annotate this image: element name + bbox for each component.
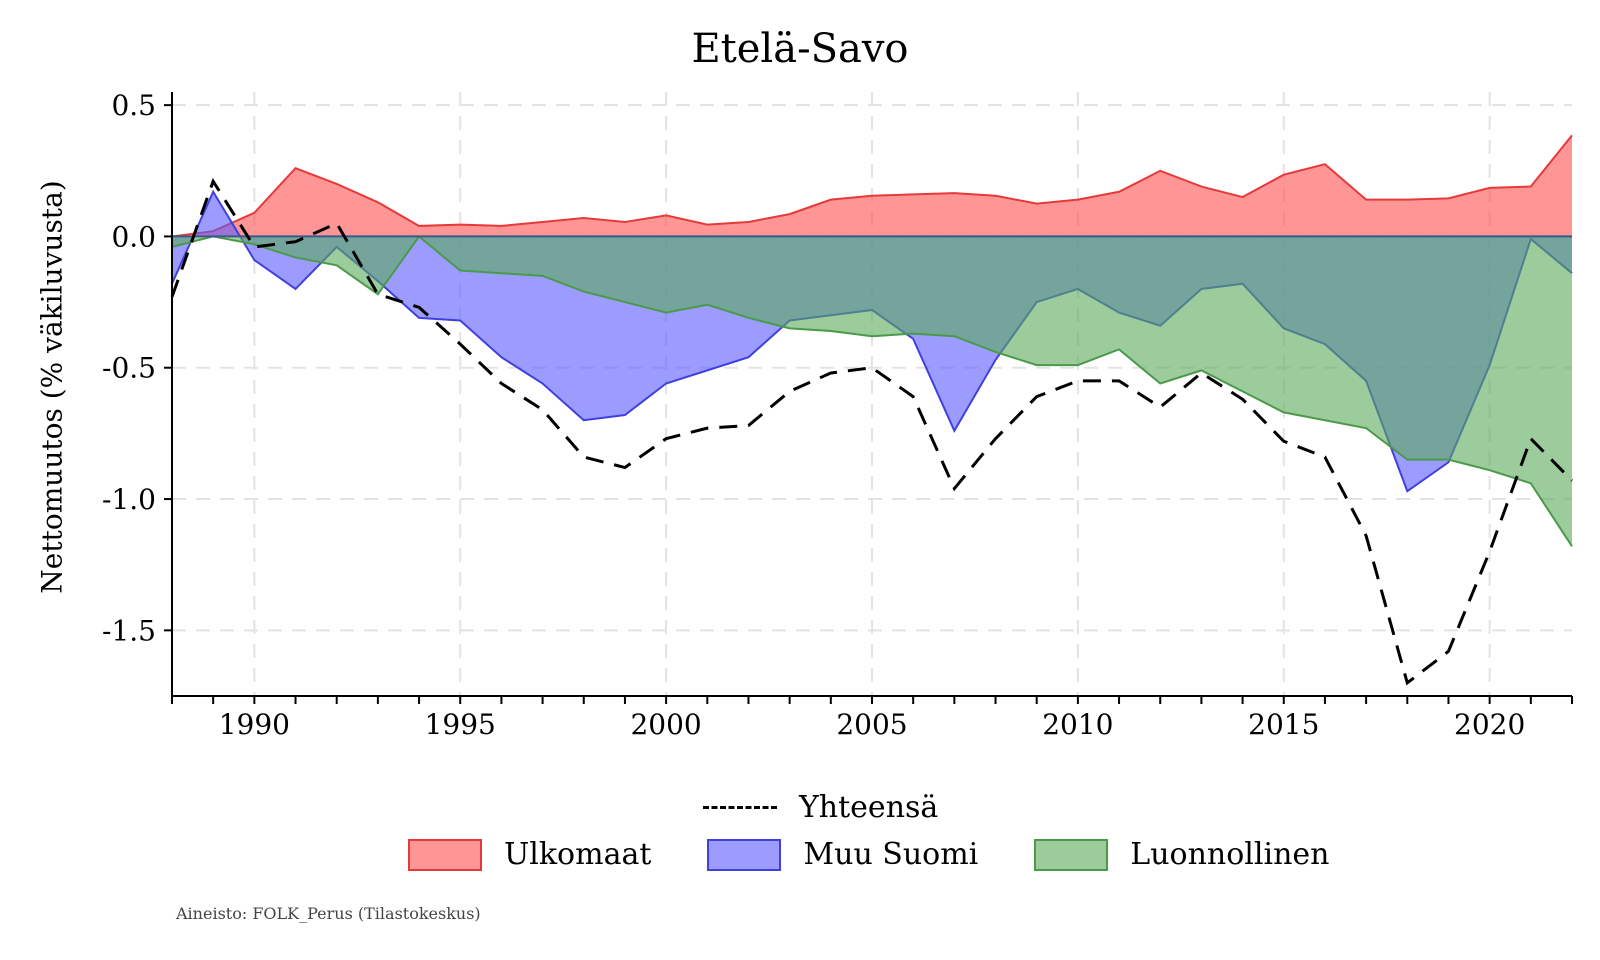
legend-row-total: Yhteensä (703, 790, 938, 825)
source-note: Aineisto: FOLK_Perus (Tilastokeskus) (176, 904, 481, 923)
line-yhteensa (170, 177, 1574, 686)
legend-swatch-muu-suomi (707, 838, 782, 871)
y-tick-label-3: -1.0 (102, 483, 156, 516)
y-tick-label-0: 0.5 (111, 89, 156, 122)
legend-item-muu-suomi: Muu Suomi (707, 837, 978, 872)
legend-item-luonnollinen: Luonnollinen (1034, 837, 1329, 872)
x-tick-label-0: 1990 (219, 708, 290, 741)
x-tick-label-1: 1995 (425, 708, 496, 741)
x-tick-label-4: 2010 (1042, 708, 1113, 741)
y-tick-label-2: -0.5 (102, 352, 156, 385)
x-tick-label-5: 2015 (1248, 708, 1319, 741)
area-luonnollinen (172, 236, 1572, 547)
legend-swatch-ulkomaat (408, 838, 482, 871)
legend-item-yhteensa: Yhteensä (703, 790, 938, 825)
tick-labels: 0.5 0.0 -0.5 -1.0 -1.5 1990 1995 2000 2005 2010 20… (102, 89, 1525, 741)
x-tick-label-2: 2000 (630, 708, 701, 741)
legend-swatch-luonnollinen (1034, 838, 1109, 871)
area-outline-luonnollinen (171, 234, 1573, 547)
legend-label-yhteensa: Yhteensä (799, 790, 939, 825)
axes (164, 92, 1573, 704)
area-ulkomaat (172, 135, 1572, 237)
total-line-series (170, 177, 1574, 686)
legend-item-ulkomaat: Ulkomaat (408, 837, 651, 872)
y-tick-label-4: -1.5 (102, 614, 156, 647)
area-outline-ulkomaat (171, 134, 1573, 238)
legend-label-muu-suomi: Muu Suomi (803, 837, 979, 872)
legend-dash-swatch (703, 806, 777, 809)
area-series (171, 134, 1573, 547)
x-tick-label-6: 2020 (1454, 708, 1525, 741)
chart-title: Etelä-Savo (691, 26, 909, 72)
x-tick-label-3: 2005 (836, 708, 907, 741)
legend-label-luonnollinen: Luonnollinen (1130, 837, 1330, 872)
y-tick-label-1: 0.0 (111, 220, 156, 253)
legend-label-ulkomaat: Ulkomaat (504, 837, 652, 872)
legend-row-areas: Ulkomaat Muu Suomi Luonnollinen (408, 837, 1329, 872)
y-axis-label: Nettomuutos (% väkiluvusta) (35, 180, 69, 594)
